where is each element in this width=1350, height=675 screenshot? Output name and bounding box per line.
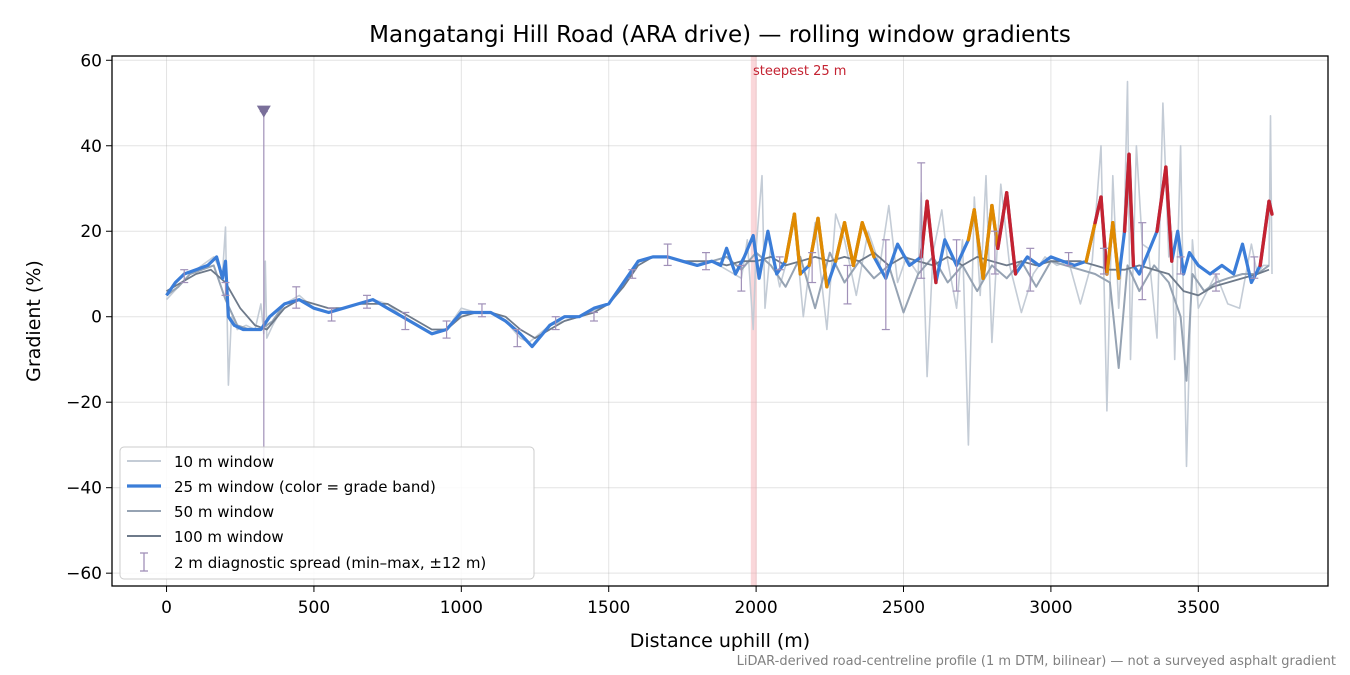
legend: 10 m window 25 m window (color = grade b… [119, 446, 535, 580]
legend-swatch-spread [140, 552, 148, 572]
grade-band-segment [990, 203, 1000, 251]
grade-band-segment [1099, 195, 1109, 276]
x-tick-label: 500 [298, 598, 330, 618]
grade-band-segment [1127, 152, 1136, 268]
legend-label-50m: 50 m window [174, 503, 274, 521]
y-axis-ticks: −60 −40 −20 0 20 40 60 [66, 51, 112, 584]
legend-label-10m: 10 m window [174, 453, 274, 471]
grade-band-segment [972, 208, 985, 280]
chart-title: Mangatangi Hill Road (ARA drive) — rolli… [369, 22, 1071, 48]
legend-box [119, 446, 535, 580]
y-tick-label: −40 [66, 479, 102, 499]
grade-band-segment [981, 203, 994, 280]
y-tick-label: 40 [80, 137, 102, 157]
series-lines [165, 80, 1274, 468]
diagnostic-error-bars [180, 105, 1259, 467]
x-tick-label: 3000 [1029, 598, 1072, 618]
grade-band-segment [792, 212, 803, 276]
y-axis-label: Gradient (%) [23, 260, 45, 382]
legend-label-100m: 100 m window [174, 528, 284, 546]
grade-band-segment [816, 216, 829, 289]
grade-band-segment [996, 191, 1009, 251]
grade-band-segment [1164, 165, 1174, 263]
grade-band-segment [925, 199, 938, 285]
grade-band-segment [1111, 220, 1121, 280]
x-tick-label: 1000 [440, 598, 483, 618]
x-tick-label: 3500 [1177, 598, 1220, 618]
x-axis-ticks: 0 500 1000 1500 2000 2500 3000 3500 [161, 586, 1220, 618]
y-tick-label: 60 [80, 51, 102, 71]
grade-band-segment [919, 199, 929, 259]
grade-band-segment [851, 220, 864, 268]
y-tick-label: −60 [66, 564, 102, 584]
x-tick-label: 0 [161, 598, 172, 618]
x-tick-label: 2000 [734, 598, 777, 618]
y-tick-label: −20 [66, 393, 102, 413]
grade-band-segment [1105, 220, 1115, 276]
grade-band-segment [1267, 199, 1274, 216]
grade-band-segment [834, 220, 847, 263]
legend-label-25m: 25 m window (color = grade band) [174, 478, 436, 496]
y-tick-label: 20 [80, 222, 102, 242]
grade-band-segment [1155, 165, 1168, 233]
y-tick-label: 0 [91, 308, 102, 328]
grade-band-segment [860, 220, 876, 259]
x-tick-label: 2500 [882, 598, 925, 618]
x-axis-label: Distance uphill (m) [630, 630, 810, 652]
grade-band-segment [807, 216, 820, 268]
legend-label-spread: 2 m diagnostic spread (min–max, ±12 m) [174, 554, 486, 572]
plot-frame [111, 55, 1329, 587]
grade-band-segment [842, 220, 856, 268]
steepest-annotation: steepest 25 m [753, 64, 846, 79]
grade-band-segment [1084, 220, 1097, 263]
grade-band-segment [1004, 191, 1018, 276]
grade-band-segment [1258, 199, 1271, 268]
diagnostic-marker [256, 105, 271, 118]
grade-band-segment [783, 212, 797, 263]
footnote: LiDAR-derived road-centreline profile (1… [737, 654, 1336, 669]
x-tick-label: 1500 [587, 598, 630, 618]
